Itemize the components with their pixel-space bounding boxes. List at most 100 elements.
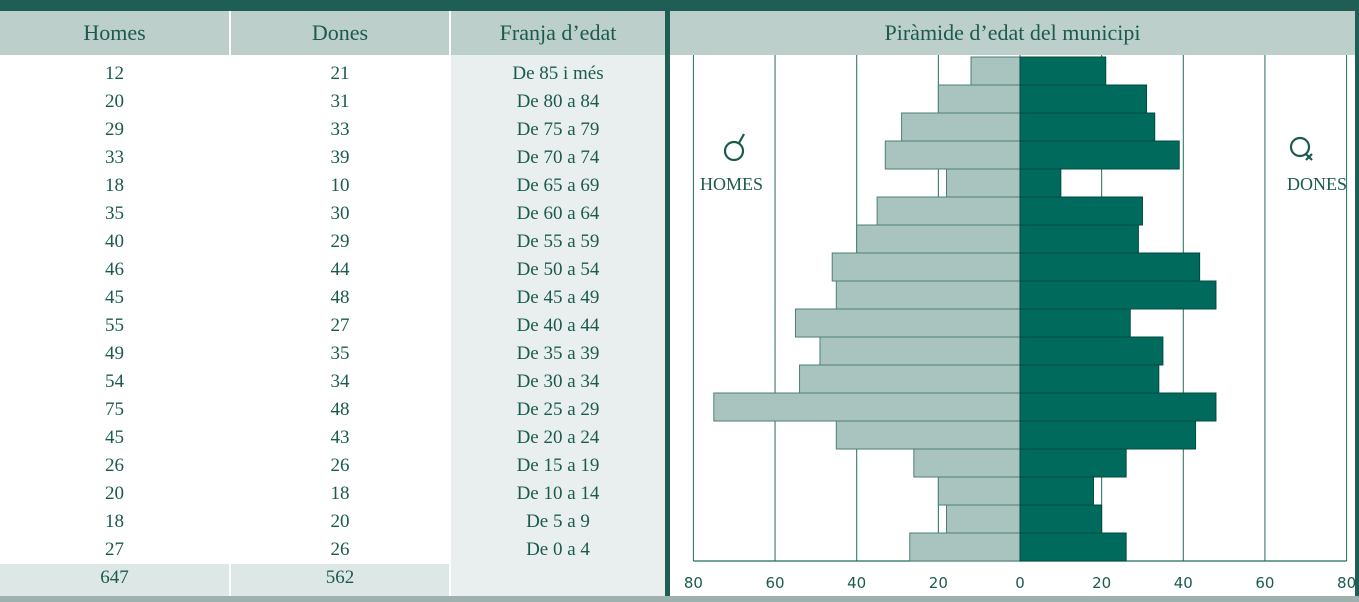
dones-bar <box>1019 392 1217 422</box>
age-band-label: De 35 a 39 <box>516 343 600 364</box>
dones-bar <box>1019 224 1139 254</box>
homes-value: 26 <box>105 455 124 476</box>
age-band-label: De 30 a 34 <box>516 371 600 392</box>
dones-bar <box>1019 336 1164 366</box>
homes-value: 33 <box>105 147 124 168</box>
dones-value: 43 <box>330 427 350 448</box>
dones-value: 10 <box>330 175 350 196</box>
dones-value: 30 <box>330 203 350 224</box>
dones-bar <box>1019 112 1156 142</box>
homes-bar <box>909 532 1021 562</box>
age-band-label: De 55 a 59 <box>516 231 600 252</box>
homes-value: 45 <box>105 287 124 308</box>
age-band-label: De 15 a 19 <box>516 455 600 476</box>
dones-bar <box>1019 280 1217 310</box>
dones-bar <box>1019 476 1094 506</box>
dones-value: 34 <box>330 371 350 392</box>
age-band-label: De 75 a 79 <box>516 119 600 140</box>
dones-bar <box>1019 84 1148 114</box>
homes-bar <box>799 364 1021 394</box>
dones-bar <box>1019 448 1127 478</box>
dones-bar <box>1019 364 1160 394</box>
x-tick-label: 20 <box>929 574 948 592</box>
dones-value: 29 <box>330 231 350 252</box>
homes-value: 20 <box>105 91 124 112</box>
age-band-label: De 80 a 84 <box>516 91 600 112</box>
homes-value: 12 <box>105 63 124 84</box>
right-border <box>1355 0 1359 602</box>
dones-bar <box>1019 168 1062 198</box>
dones-bar <box>1019 420 1197 450</box>
homes-bar <box>713 392 1021 422</box>
homes-bar <box>876 196 1021 226</box>
header-separator <box>229 11 231 55</box>
homes-bar <box>937 84 1021 114</box>
age-band-column <box>451 55 666 597</box>
total-homes: 647 <box>100 567 129 588</box>
age-band-label: De 40 a 44 <box>516 315 600 336</box>
dones-value: 26 <box>330 455 350 476</box>
dones-value: 48 <box>330 399 350 420</box>
homes-bar <box>819 336 1021 366</box>
homes-value: 35 <box>105 203 124 224</box>
dones-bar <box>1019 532 1127 562</box>
homes-bar <box>856 224 1021 254</box>
age-band-label: De 45 a 49 <box>516 287 600 308</box>
x-tick-label: 60 <box>766 574 785 592</box>
age-band-label: De 25 a 29 <box>516 399 600 420</box>
homes-value: 18 <box>105 175 124 196</box>
x-tick-label: 80 <box>684 574 703 592</box>
dones-value: 26 <box>330 539 350 560</box>
header-chart-title: Piràmide d’edat del municipi <box>670 11 1355 55</box>
homes-bar <box>913 448 1021 478</box>
female-symbol-icon <box>1289 136 1313 161</box>
dones-value: 39 <box>330 147 350 168</box>
dones-bar <box>1019 56 1107 86</box>
homes-bar <box>946 168 1021 198</box>
x-tick-label: 80 <box>1337 574 1356 592</box>
dones-bar <box>1019 140 1180 170</box>
x-tick-label: 40 <box>1174 574 1193 592</box>
homes-bar <box>884 140 1021 170</box>
homes-value: 54 <box>105 371 124 392</box>
x-tick-label: 0 <box>1015 574 1025 592</box>
homes-bar <box>901 112 1021 142</box>
age-band-label: De 50 a 54 <box>516 259 600 280</box>
totals-separator <box>229 564 231 596</box>
homes-bar <box>794 308 1021 338</box>
homes-bar <box>970 56 1021 86</box>
homes-value: 49 <box>105 343 124 364</box>
bottom-band <box>0 596 1359 602</box>
dones-bar <box>1019 504 1103 534</box>
homes-value: 75 <box>105 399 124 420</box>
homes-value: 20 <box>105 483 124 504</box>
age-band-label: De 65 a 69 <box>516 175 600 196</box>
dones-value: 21 <box>330 63 350 84</box>
homes-bar <box>835 420 1021 450</box>
dones-value: 48 <box>330 287 350 308</box>
homes-value: 45 <box>105 427 124 448</box>
homes-bar <box>831 252 1021 282</box>
homes-value: 29 <box>105 119 124 140</box>
dones-label: DONES <box>1287 174 1348 194</box>
x-tick-label: 40 <box>847 574 866 592</box>
homes-bar <box>835 280 1021 310</box>
homes-bar <box>937 476 1021 506</box>
homes-bar <box>946 504 1021 534</box>
dones-bar <box>1019 252 1201 282</box>
homes-value: 40 <box>105 231 124 252</box>
total-dones: 562 <box>325 567 355 588</box>
homes-value: 18 <box>105 511 124 532</box>
dones-value: 33 <box>330 119 350 140</box>
dones-value: 20 <box>330 511 350 532</box>
age-band-label: De 20 a 24 <box>516 427 600 448</box>
homes-value: 27 <box>105 539 124 560</box>
dones-value: 31 <box>330 91 350 112</box>
homes-value: 55 <box>105 315 124 336</box>
dones-value: 27 <box>330 315 350 336</box>
age-band-label: De 85 i més <box>512 63 604 84</box>
dones-value: 18 <box>330 483 350 504</box>
header-homes: Homes <box>0 11 229 55</box>
header-franja: Franja d’edat <box>451 11 665 55</box>
